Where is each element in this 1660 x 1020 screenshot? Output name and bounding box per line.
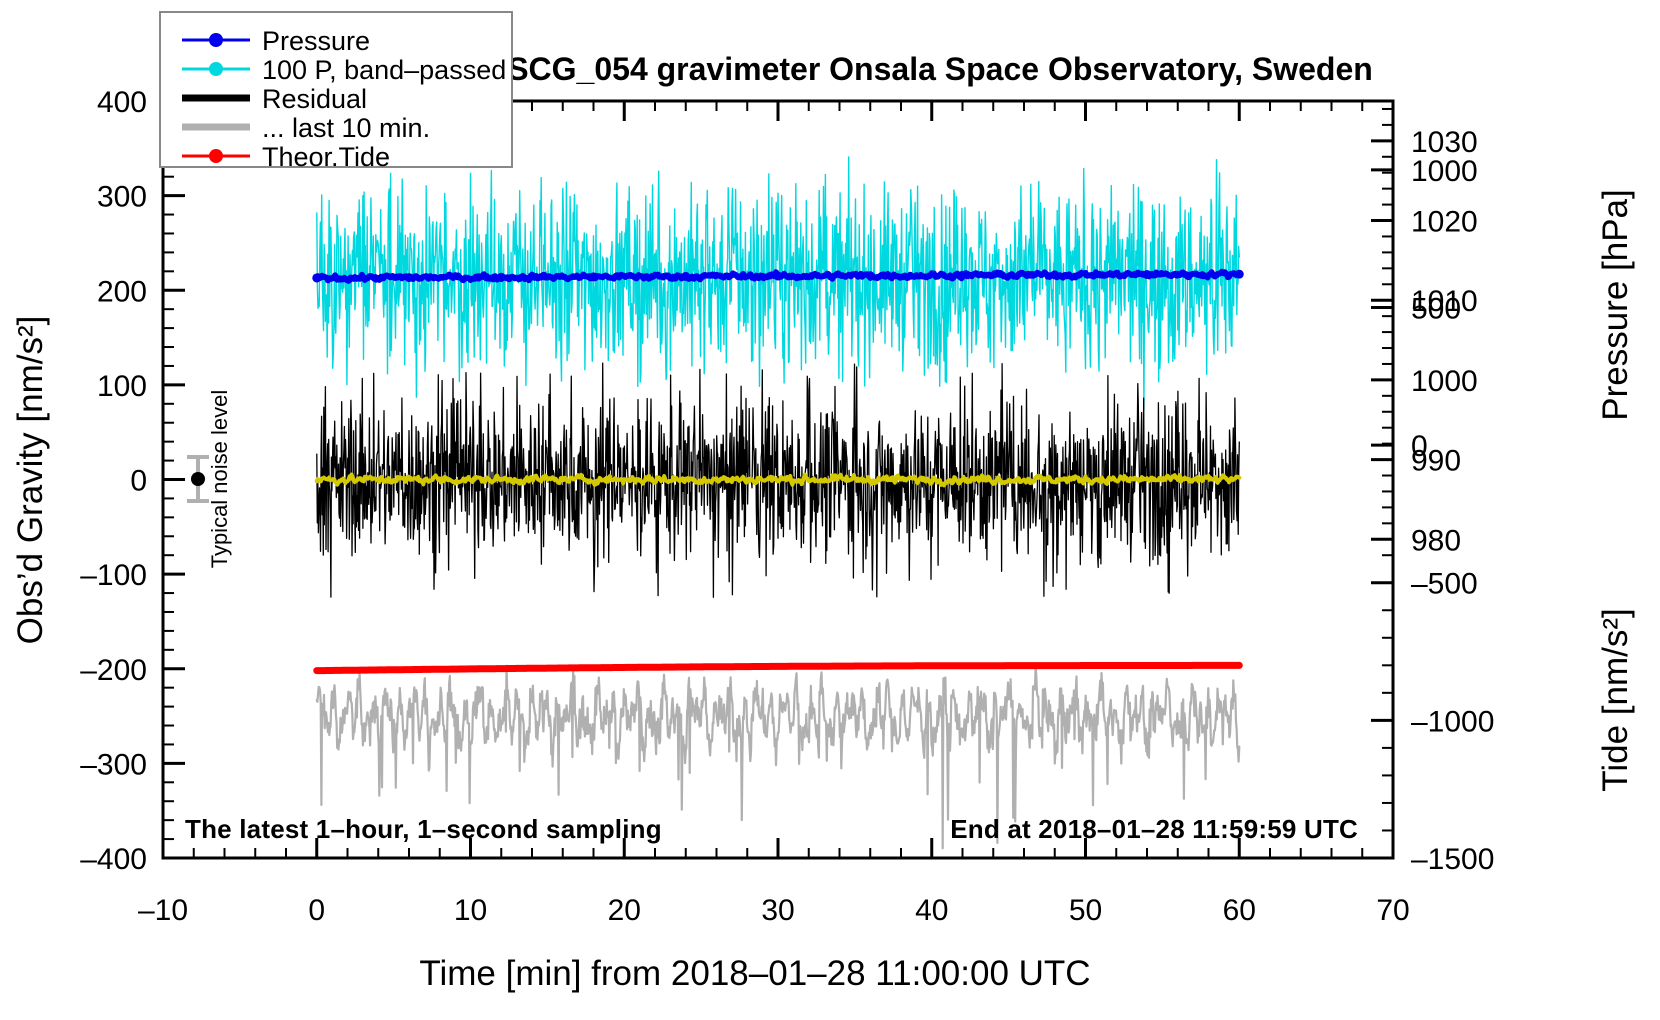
trace-smoothed-residual [314, 472, 1242, 488]
legend-label: Residual [262, 84, 367, 114]
tick-label: –10 [138, 894, 188, 927]
legend-marker-icon [209, 149, 223, 163]
tick-label: –300 [80, 748, 147, 781]
legend-marker-icon [209, 62, 223, 76]
tide-axis-title: Tide [nm/s²] [1596, 608, 1635, 791]
legend-item[interactable]: ... last 10 min. [182, 113, 430, 143]
end-time-note: End at 2018–01–28 11:59:59 UTC [950, 814, 1358, 844]
tick-label: 400 [97, 86, 147, 119]
legend-item[interactable]: Residual [182, 84, 367, 114]
trace-residual [316, 362, 1240, 598]
tick-label: 1000 [1411, 365, 1478, 398]
tick-label: 500 [1411, 292, 1461, 325]
legend-item[interactable]: 100 P, band–passed [182, 55, 506, 85]
tick-label: 0 [308, 894, 325, 927]
tick-label: 0 [130, 465, 147, 498]
tick-label: –400 [80, 843, 147, 876]
tick-label: 980 [1411, 524, 1461, 557]
legend-item[interactable]: Pressure [182, 26, 370, 56]
tick-label: –1000 [1411, 705, 1494, 738]
tick-label: 10 [454, 894, 487, 927]
tick-label: 40 [915, 894, 948, 927]
axis-tick-labels: –10 0 10 20 30 40 50 60 70–400–300–200–100010020… [80, 86, 1494, 927]
latest-sampling-note: The latest 1–hour, 1–second sampling [185, 814, 662, 844]
tick-label: 0 [1411, 430, 1428, 463]
tick-label: –500 [1411, 568, 1478, 601]
y-axis-title: Obs’d Gravity [nm/s²] [11, 316, 50, 645]
tick-label: 20 [608, 894, 641, 927]
tick-label: –100 [80, 559, 147, 592]
legend-label: ... last 10 min. [262, 113, 430, 143]
trace-bandpassed-pressure [316, 156, 1240, 411]
chart-title: SCG_054 gravimeter Onsala Space Observat… [507, 51, 1373, 87]
pressure-axis-title: Pressure [hPa] [1596, 189, 1635, 421]
tick-label: 30 [761, 894, 794, 927]
trace-theoretical-tide [313, 661, 1243, 675]
tick-label: 300 [97, 181, 147, 214]
legend-label: 100 P, band–passed [262, 55, 506, 85]
data-traces [312, 156, 1244, 850]
tick-label: 70 [1376, 894, 1409, 927]
legend-label: Theor.Tide [262, 142, 390, 172]
axis-ticks [161, 99, 1395, 860]
legend-item[interactable]: Theor.Tide [182, 142, 390, 172]
tick-label: 100 [97, 370, 147, 403]
tick-label: 1030 [1411, 126, 1478, 159]
tick-label: 60 [1223, 894, 1256, 927]
tick-label: 1020 [1411, 206, 1478, 239]
legend-label: Pressure [262, 26, 370, 56]
typical-noise-marker [187, 455, 209, 503]
tick-label: 200 [97, 275, 147, 308]
tick-label: –1500 [1411, 843, 1494, 876]
typical-noise-level-label: Typical noise level [207, 390, 232, 569]
x-axis-title: Time [min] from 2018–01–28 11:00:00 UTC [419, 954, 1090, 993]
trace-last-10-min [315, 664, 1241, 850]
tick-label: 1010 [1411, 285, 1478, 318]
tick-label: 990 [1411, 445, 1461, 478]
tick-label: 50 [1069, 894, 1102, 927]
tick-label: –200 [80, 654, 147, 687]
tick-label: 1000 [1411, 155, 1478, 188]
legend-marker-icon [209, 33, 223, 47]
